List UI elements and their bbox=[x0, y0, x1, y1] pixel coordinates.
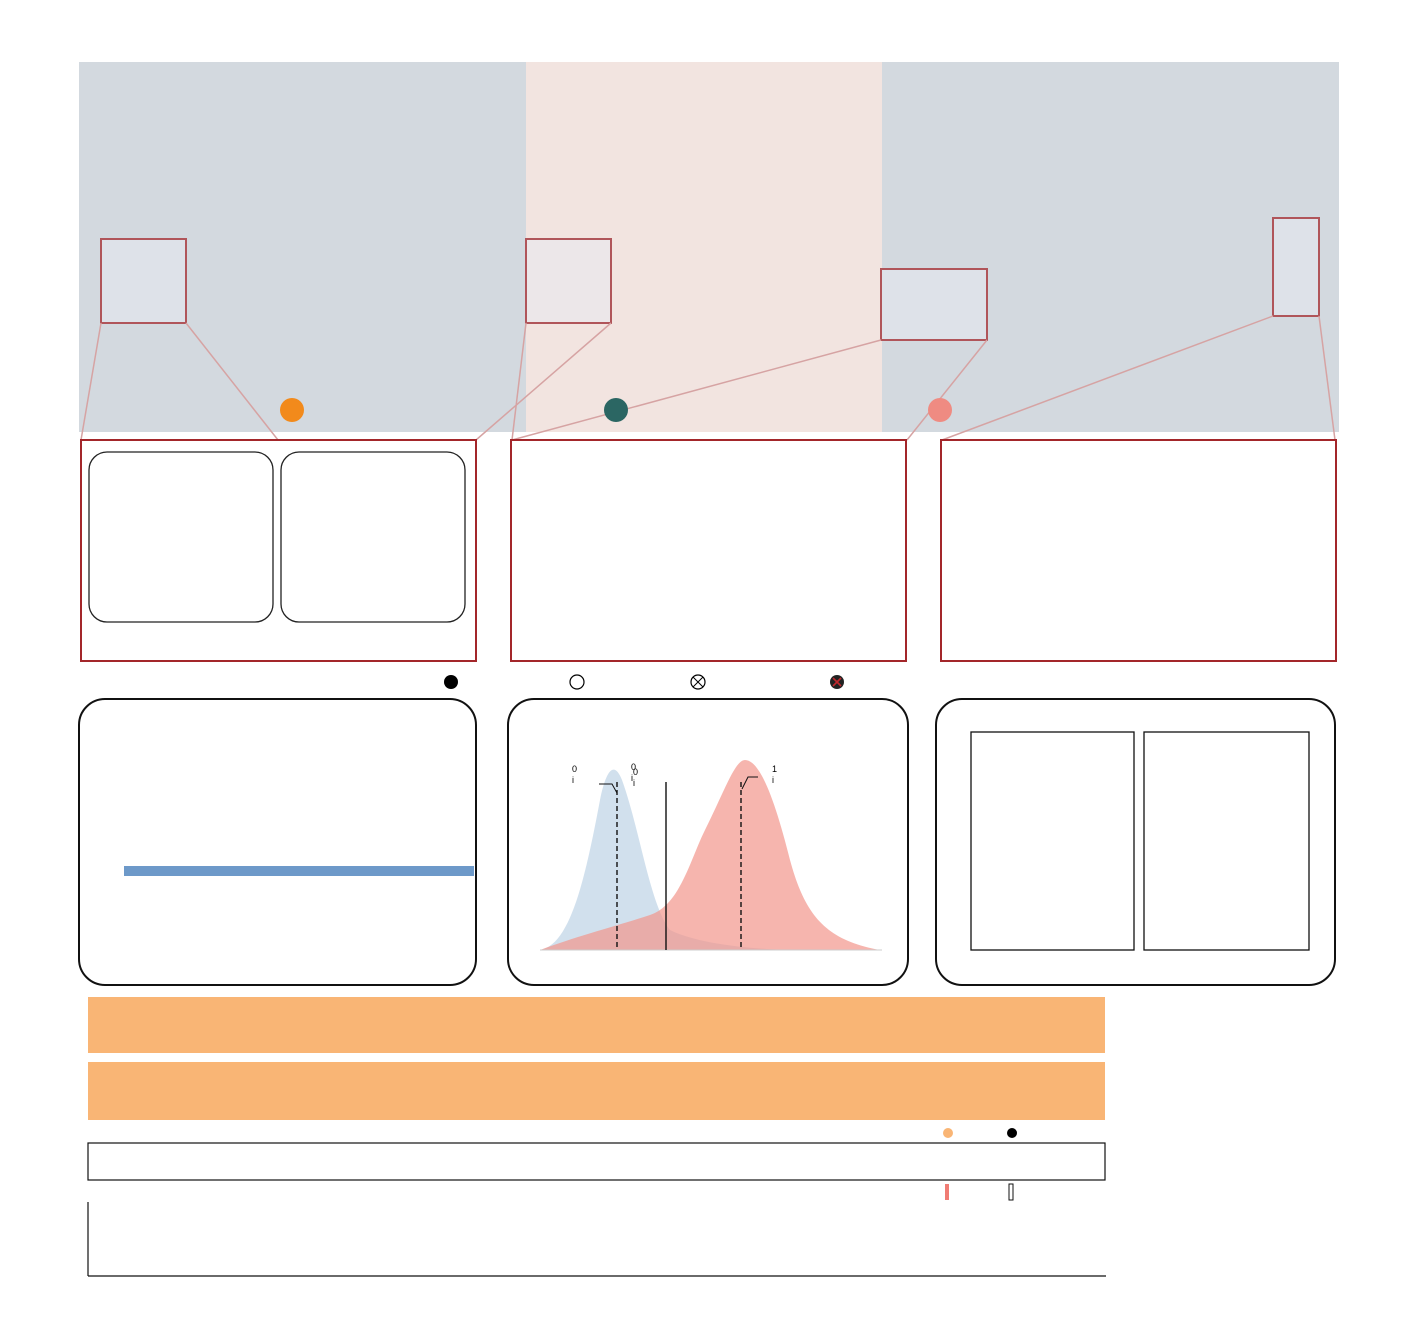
error-panels bbox=[80, 439, 1337, 662]
region-bg-right bbox=[882, 62, 1339, 432]
treatment-track bbox=[88, 997, 1105, 1053]
control-signal-box bbox=[1143, 731, 1310, 951]
z0-icon bbox=[943, 1128, 953, 1138]
external-5mc-icon bbox=[604, 398, 628, 422]
mu1-pointer bbox=[741, 776, 758, 790]
external-6ma-icon bbox=[928, 398, 952, 422]
zoom-box-3 bbox=[880, 268, 988, 341]
local-box bbox=[78, 698, 477, 986]
control-track bbox=[88, 1062, 1105, 1120]
z1-icon bbox=[1007, 1128, 1017, 1138]
native-methylation-icon bbox=[280, 398, 304, 422]
unmod-distribution bbox=[540, 769, 800, 950]
panel-endogenous bbox=[940, 439, 1337, 662]
modification-legend bbox=[444, 674, 844, 690]
treatment-signal-box bbox=[970, 731, 1135, 951]
chromatin-panel bbox=[79, 62, 1339, 441]
b0-icon bbox=[1008, 1183, 1014, 1201]
inner-box-right bbox=[280, 451, 466, 623]
single-molecule-tracks bbox=[88, 997, 1105, 1138]
exo-track-box bbox=[87, 1142, 1106, 1181]
exogenous-methylation-track bbox=[87, 1142, 1106, 1201]
accessibility-track bbox=[87, 1202, 1106, 1277]
false-negative-icon bbox=[690, 674, 706, 690]
zoom-box-4 bbox=[1272, 217, 1320, 317]
b1-icon bbox=[945, 1184, 949, 1200]
panel-base-calling bbox=[80, 439, 477, 662]
method-control bbox=[935, 698, 1336, 986]
method-local bbox=[78, 698, 477, 986]
inner-box-left bbox=[88, 451, 274, 623]
threshold-label: 0 i0 i bbox=[631, 762, 638, 788]
zoom-box-2 bbox=[525, 238, 612, 324]
zoom-box-1 bbox=[100, 238, 187, 324]
zoom-lines bbox=[80, 315, 1336, 441]
read-bar bbox=[124, 866, 474, 876]
false-positive-icon bbox=[830, 675, 844, 689]
mod-distribution bbox=[540, 760, 880, 950]
panel-non-open bbox=[510, 439, 907, 662]
mu0-pointer bbox=[599, 783, 618, 794]
modified-icon bbox=[444, 675, 458, 689]
unmodified-icon bbox=[569, 674, 585, 690]
